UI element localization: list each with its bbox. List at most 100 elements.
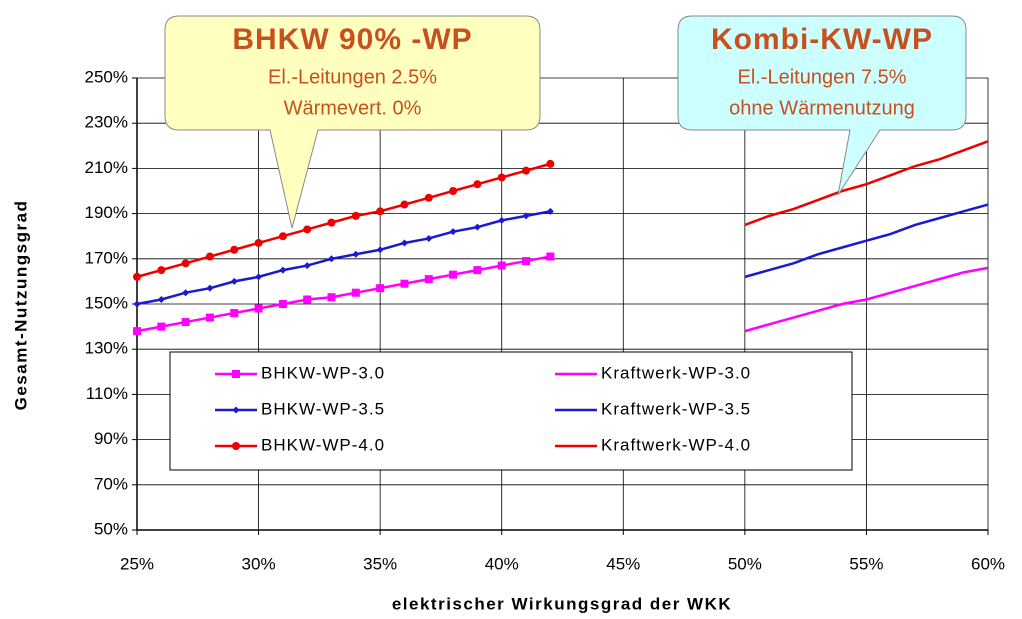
marker — [278, 232, 287, 241]
y-tick-label: 50% — [94, 519, 128, 538]
marker — [546, 207, 554, 215]
marker — [546, 252, 555, 261]
marker — [498, 216, 506, 224]
legend-label: Kraftwerk-WP-3.0 — [601, 363, 751, 382]
marker — [449, 187, 458, 195]
marker — [400, 239, 408, 247]
marker — [303, 225, 312, 234]
marker — [205, 252, 214, 261]
marker — [279, 266, 287, 274]
legend-label: BHKW-WP-3.5 — [261, 399, 385, 418]
marker — [157, 322, 166, 331]
series-line — [136, 255, 551, 333]
marker — [522, 257, 531, 266]
marker — [232, 406, 240, 414]
marker — [376, 207, 385, 216]
y-axis-title: Gesamt-Nutzungsgrad — [11, 200, 30, 411]
y-tick-label: 170% — [85, 248, 128, 267]
marker — [424, 275, 433, 284]
callout-text: El.-Leitungen 2.5% — [268, 66, 437, 88]
marker — [230, 245, 239, 254]
x-axis-title: elektrischer Wirkungsgrad der WKK — [392, 594, 732, 613]
x-tick-label: 40% — [485, 554, 519, 573]
marker — [254, 238, 263, 247]
marker — [157, 295, 165, 303]
marker — [255, 273, 263, 281]
marker — [497, 173, 506, 182]
marker — [230, 277, 238, 285]
legend-label: BHKW-WP-3.0 — [261, 363, 385, 382]
marker — [400, 200, 409, 209]
callout-text: El.-Leitungen 7.5% — [737, 66, 906, 88]
callout — [677, 15, 967, 196]
marker — [449, 228, 457, 236]
x-tick-label: 35% — [363, 554, 397, 573]
marker — [232, 370, 240, 378]
marker — [473, 266, 482, 275]
legend-label: Kraftwerk-WP-3.5 — [601, 399, 751, 418]
series-line — [744, 140, 989, 227]
x-tick-label: 45% — [606, 554, 640, 573]
marker — [425, 234, 433, 242]
marker — [376, 246, 384, 254]
series-line — [744, 203, 989, 279]
x-tick-label: 55% — [849, 554, 883, 573]
y-tick-label: 150% — [85, 293, 128, 312]
marker — [254, 304, 263, 313]
y-tick-label: 190% — [85, 203, 128, 222]
callout-title: BHKW 90% -WP — [232, 23, 472, 56]
marker — [303, 262, 311, 270]
marker — [230, 309, 239, 318]
y-tick-label: 110% — [86, 384, 128, 403]
marker — [205, 313, 214, 322]
y-tick-label: 70% — [94, 474, 128, 493]
marker — [327, 218, 336, 227]
y-tick-label: 250% — [85, 67, 128, 86]
marker — [376, 284, 385, 293]
marker — [133, 300, 141, 308]
marker — [327, 293, 336, 302]
series-line — [136, 162, 551, 279]
marker — [522, 166, 531, 175]
callout — [164, 15, 541, 229]
marker — [157, 266, 166, 275]
marker — [473, 223, 481, 231]
callout-title: Kombi-KW-WP — [711, 23, 933, 56]
marker — [449, 270, 458, 279]
marker — [133, 272, 141, 281]
marker — [206, 284, 214, 292]
callout-text: Wärmevert. 0% — [284, 97, 422, 119]
y-tick-label: 90% — [94, 429, 128, 448]
x-tick-label: 30% — [242, 554, 276, 573]
x-tick-label: 60% — [971, 554, 1005, 573]
x-tick-label: 50% — [728, 554, 762, 573]
marker — [278, 300, 287, 308]
marker — [182, 289, 190, 297]
callout-text: ohne Wärmenutzung — [729, 97, 915, 119]
marker — [181, 318, 190, 327]
marker — [352, 250, 360, 258]
y-tick-label: 210% — [85, 158, 128, 177]
marker — [328, 255, 336, 263]
x-tick-label: 25% — [120, 554, 154, 573]
legend-label: BHKW-WP-4.0 — [261, 435, 385, 454]
marker — [546, 159, 555, 168]
marker — [400, 279, 409, 288]
marker — [303, 295, 312, 304]
marker — [232, 442, 240, 450]
legend-label: Kraftwerk-WP-4.0 — [601, 435, 751, 454]
series-line — [744, 266, 989, 333]
marker — [497, 261, 506, 270]
marker — [473, 180, 482, 189]
marker — [522, 212, 530, 220]
marker — [181, 259, 190, 268]
legend-box — [169, 351, 853, 471]
marker — [351, 211, 360, 220]
series-line — [136, 210, 551, 306]
y-tick-label: 130% — [85, 339, 128, 358]
marker — [424, 193, 433, 202]
marker — [133, 327, 141, 336]
marker — [351, 288, 360, 297]
y-tick-label: 230% — [85, 113, 128, 132]
